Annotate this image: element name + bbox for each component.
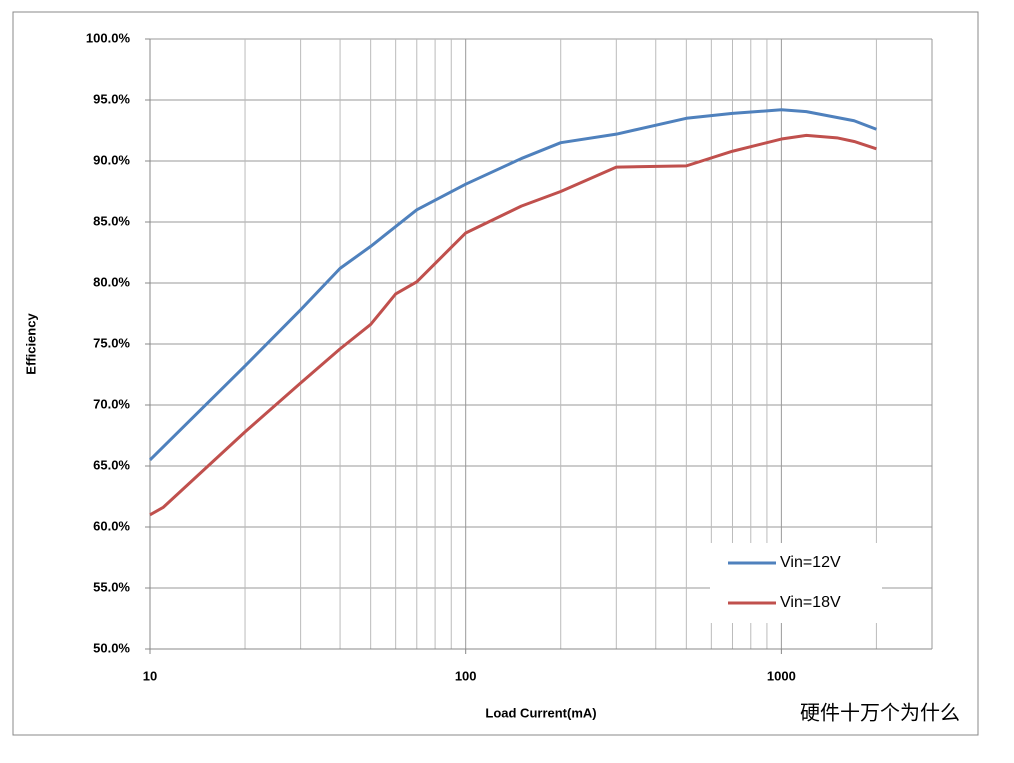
x-axis-label: Load Current(mA) <box>485 705 596 720</box>
y-tick-label: 80.0% <box>93 274 130 289</box>
x-tick-label: 1000 <box>767 668 796 683</box>
watermark: 硬件十万个为什么 <box>800 701 960 724</box>
y-tick-label: 100.0% <box>86 30 131 45</box>
y-tick-label: 50.0% <box>93 640 130 655</box>
series-line <box>149 133 877 517</box>
x-tick-label: 100 <box>455 668 477 683</box>
chart-frame <box>12 11 979 736</box>
legend-label: Vin=12V <box>780 554 841 571</box>
y-axis-label: Efficiency <box>23 313 38 375</box>
legend-box <box>710 543 882 623</box>
y-tick-label: 95.0% <box>93 91 130 106</box>
y-tick-label: 65.0% <box>93 457 130 472</box>
y-tick-label: 55.0% <box>93 579 130 594</box>
y-tick-label: 60.0% <box>93 518 130 533</box>
series-line <box>148 108 877 461</box>
y-tick-label: 70.0% <box>93 396 130 411</box>
y-tick-label: 75.0% <box>93 335 130 350</box>
legend-label: Vin=18V <box>780 594 841 611</box>
y-tick-label: 85.0% <box>93 213 130 228</box>
y-tick-label: 90.0% <box>93 152 130 167</box>
x-tick-label: 10 <box>143 668 157 683</box>
